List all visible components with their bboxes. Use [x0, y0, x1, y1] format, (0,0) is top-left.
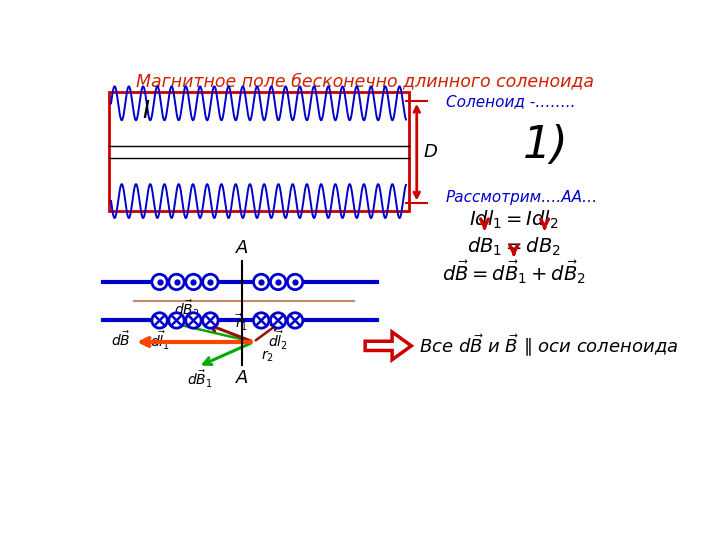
Circle shape: [203, 313, 218, 328]
Circle shape: [287, 313, 303, 328]
Text: Соленоид -……..: Соленоид -……..: [446, 94, 575, 109]
Circle shape: [186, 313, 201, 328]
Circle shape: [287, 274, 303, 289]
Circle shape: [168, 274, 184, 289]
Circle shape: [203, 274, 218, 289]
Text: $dB_1 = dB_2$: $dB_1 = dB_2$: [467, 235, 561, 258]
Text: Все $d\vec{B}$ и $\vec{B}$ ∥ оси соленоида: Все $d\vec{B}$ и $\vec{B}$ ∥ оси соленои…: [419, 333, 678, 359]
Circle shape: [168, 313, 184, 328]
Text: $D$: $D$: [423, 143, 438, 161]
Text: $d\vec{B} = d\vec{B}_1 + d\vec{B}_2$: $d\vec{B} = d\vec{B}_1 + d\vec{B}_2$: [442, 259, 586, 287]
Text: $Idl_1 = Idl_2$: $Idl_1 = Idl_2$: [469, 209, 559, 232]
Text: $d\vec{B}$: $d\vec{B}$: [111, 330, 130, 349]
Text: 1): 1): [523, 124, 569, 167]
Circle shape: [271, 274, 286, 289]
Circle shape: [186, 274, 201, 289]
Circle shape: [152, 313, 167, 328]
Circle shape: [253, 274, 269, 289]
Text: $I$: $I$: [142, 99, 150, 123]
Text: $r_2$: $r_2$: [261, 348, 274, 363]
Circle shape: [152, 274, 167, 289]
Text: $A$: $A$: [235, 369, 249, 387]
Text: $d\vec{B}_2$: $d\vec{B}_2$: [174, 299, 199, 320]
Text: $d\vec{l}_1$: $d\vec{l}_1$: [150, 330, 170, 353]
Bar: [109, 92, 409, 211]
Circle shape: [253, 313, 269, 328]
Text: $d\vec{l}_2$: $d\vec{l}_2$: [268, 330, 288, 353]
Polygon shape: [365, 332, 411, 360]
Text: $\vec{r}_1$: $\vec{r}_1$: [235, 313, 248, 333]
Text: $A$: $A$: [235, 239, 249, 257]
Circle shape: [271, 313, 286, 328]
Text: $d\vec{B}_1$: $d\vec{B}_1$: [186, 369, 212, 390]
Text: Магнитное поле бесконечно длинного соленоида: Магнитное поле бесконечно длинного солен…: [136, 72, 594, 91]
Text: Рассмотрим….АА…: Рассмотрим….АА…: [446, 190, 598, 205]
